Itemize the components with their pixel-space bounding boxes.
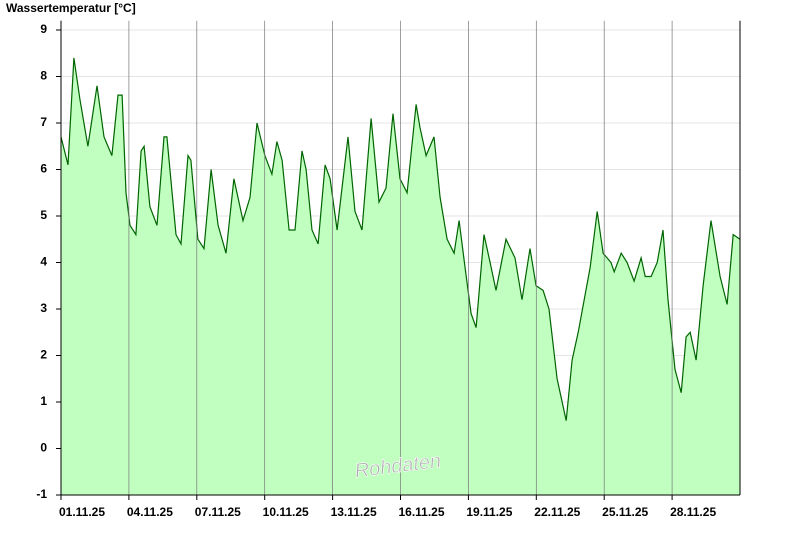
y-tick-label: 4 — [40, 255, 47, 269]
x-tick-label: 22.11.25 — [534, 505, 580, 519]
line — [60, 57, 741, 421]
x-tick-label: 19.11.25 — [466, 505, 512, 519]
y-tick-label: 9 — [40, 22, 47, 36]
x-tick-label: 07.11.25 — [195, 505, 241, 519]
x-tick-label: 04.11.25 — [127, 505, 173, 519]
x-tick-label: 25.11.25 — [602, 505, 648, 519]
y-tick-label: 8 — [40, 69, 47, 83]
y-tick-label: 6 — [40, 162, 47, 176]
y-tick-label: 3 — [40, 301, 47, 315]
y-tick-label: 2 — [40, 348, 47, 362]
x-tick-label: 10.11.25 — [263, 505, 309, 519]
x-tick-label: 13.11.25 — [331, 505, 377, 519]
x-tick-label: 28.11.25 — [670, 505, 716, 519]
y-axis-label: Wassertemperatur [°C] — [6, 1, 136, 15]
x-tick-label: 01.11.25 — [59, 505, 105, 519]
y-tick-label: -1 — [36, 487, 47, 501]
x-tick-label: 16.11.25 — [398, 505, 444, 519]
y-tick-label: 1 — [40, 394, 47, 408]
y-tick-label: 0 — [40, 441, 47, 455]
y-tick-label: 5 — [40, 208, 47, 222]
watermark: Rohdaten — [354, 450, 443, 482]
y-tick-label: 7 — [40, 115, 47, 129]
